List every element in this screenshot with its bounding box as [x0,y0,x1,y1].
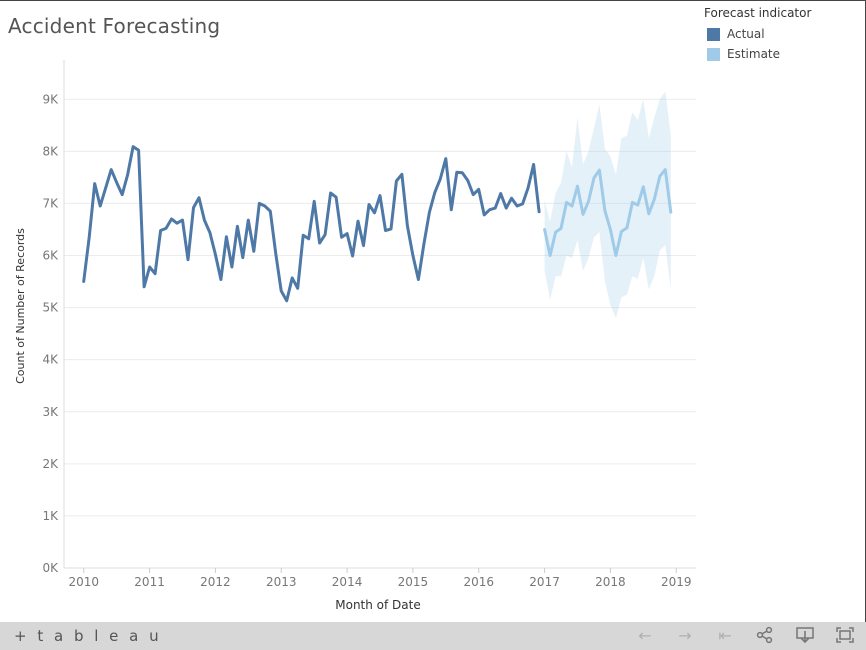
x-tick-label: 2017 [529,575,560,589]
x-tick-label: 2012 [200,575,231,589]
share-icon[interactable] [754,626,776,646]
x-tick-label: 2019 [661,575,692,589]
y-tick-label: 5K [42,301,59,315]
revert-icon[interactable]: ⇤ [718,626,732,645]
y-tick-label: 9K [42,92,59,106]
estimate-band [544,91,671,319]
frame-border-top [0,0,866,1]
legend[interactable]: Forecast indicator Actual Estimate [704,6,811,64]
series-lines[interactable] [82,145,673,303]
y-axis-label: Count of Number of Records [14,228,27,384]
x-tick-label: 2018 [595,575,626,589]
footer-toolbar: + t a b l e a u ← → ⇤ [0,622,866,650]
legend-label-estimate: Estimate [727,47,781,61]
chart-title: Accident Forecasting [8,14,221,38]
x-tick-label: 2016 [463,575,494,589]
legend-swatch-estimate [707,47,720,61]
undo-icon[interactable]: ← [638,626,652,645]
x-tick-label: 2014 [332,575,363,589]
legend-swatch-actual [707,27,720,41]
y-tick-label: 0K [42,561,59,575]
y-tick-label: 1K [42,509,59,523]
fullscreen-icon[interactable] [834,626,856,646]
x-tick-label: 2015 [398,575,429,589]
y-tick-label: 8K [42,144,59,158]
y-tick-label: 2K [42,457,59,471]
y-tick-label: 4K [42,353,59,367]
tableau-logo[interactable]: + t a b l e a u [14,627,162,645]
line-chart[interactable]: 0K 1K 2K 3K 4K 5K 6K 7K 8K 9K 2010 2011 2012 2013 2014… [0,0,866,622]
redo-icon[interactable]: → [678,626,692,645]
legend-item-actual[interactable]: Actual [704,24,811,44]
axes: 0K 1K 2K 3K 4K 5K 6K 7K 8K 9K 2010 2011 2012 2013 2014… [42,60,696,589]
y-tick-label: 6K [42,249,59,263]
x-tick-label: 2011 [134,575,165,589]
forecast-band [544,91,671,319]
y-tick-label: 7K [42,196,59,210]
series-line-estimate[interactable] [543,168,673,257]
x-tick-label: 2010 [68,575,99,589]
x-axis-label: Month of Date [335,598,421,612]
download-icon[interactable] [794,626,816,646]
series-line-actual[interactable] [82,145,541,303]
x-tick-label: 2013 [266,575,297,589]
legend-item-estimate[interactable]: Estimate [704,44,811,64]
legend-title: Forecast indicator [704,6,812,20]
legend-label-actual: Actual [727,27,765,41]
y-tick-label: 3K [42,405,59,419]
